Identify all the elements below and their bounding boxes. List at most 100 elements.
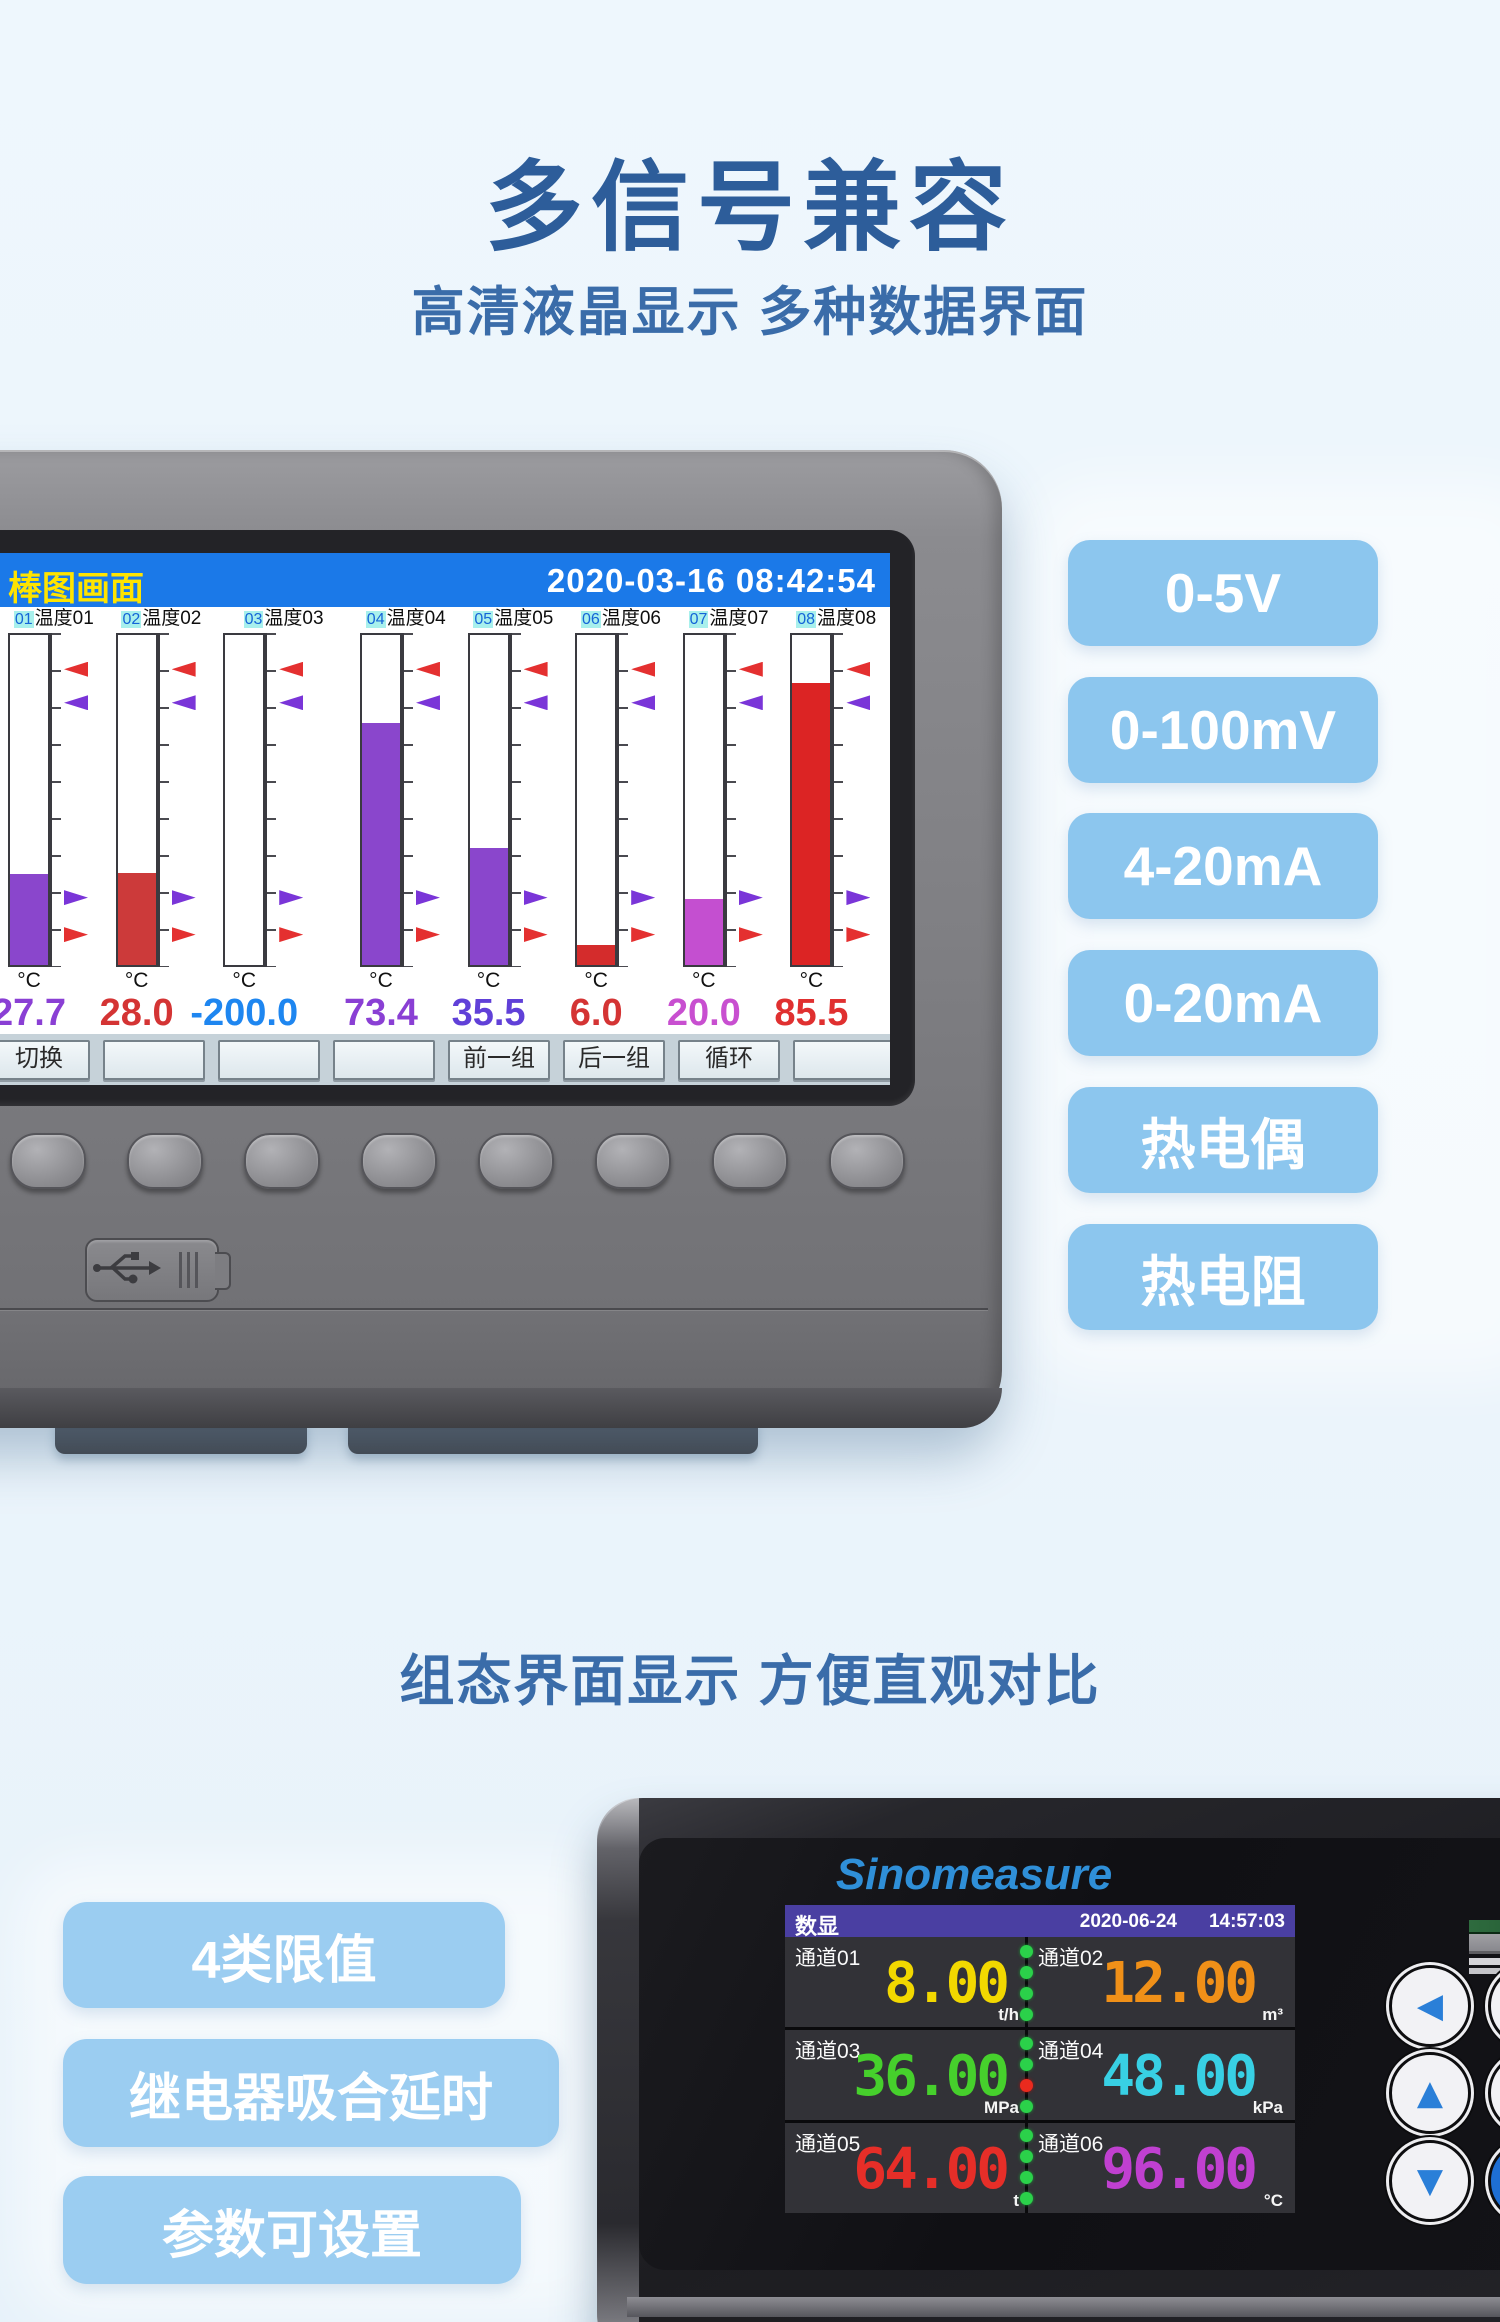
channel-grid: 通道01 8.00 t/h 通道02 12.00 m³ 通道03 36.00 M… bbox=[785, 1937, 1295, 2213]
softkey-blank[interactable] bbox=[103, 1040, 205, 1080]
panel-key[interactable] bbox=[595, 1133, 671, 1189]
signal-badge-4-20ma[interactable]: 4-20mA bbox=[1068, 813, 1378, 919]
softkey-blank[interactable] bbox=[218, 1040, 320, 1080]
alarm-marker-ll bbox=[64, 927, 88, 943]
channel-label: 05 温度05 bbox=[460, 607, 568, 633]
screen-title: 棒图画面 bbox=[8, 570, 144, 608]
alarm-marker-hh bbox=[171, 661, 196, 677]
channel-label: 08 温度08 bbox=[782, 607, 890, 633]
status-dot-green bbox=[1020, 2037, 1033, 2050]
softkey-prev-group[interactable]: 前一组 bbox=[448, 1040, 550, 1080]
sd-slot-strip bbox=[1469, 1968, 1500, 1974]
bar-gauge bbox=[0, 633, 108, 969]
channel-id-badge: 06 bbox=[581, 611, 601, 628]
channel-unit: m³ bbox=[1262, 2005, 1283, 2024]
alarm-marker-l bbox=[846, 890, 871, 906]
channel-name: 温度02 bbox=[142, 608, 202, 629]
tick-scale bbox=[50, 633, 61, 967]
softkey-next-group[interactable]: 后一组 bbox=[563, 1040, 665, 1080]
channel-name: 通道01 bbox=[795, 1947, 861, 1970]
key-left-arrow[interactable]: ◀ bbox=[1389, 1965, 1471, 2047]
key-record[interactable] bbox=[1488, 2052, 1500, 2134]
bar-channels: 01 温度01 °C 27.7 02 温度02 °C 28.0 03 温度03 °C … bbox=[0, 607, 890, 1034]
sd-slot-strip bbox=[1469, 1958, 1500, 1965]
alarm-marker-h bbox=[171, 695, 196, 711]
channel-id-badge: 07 bbox=[688, 611, 709, 628]
usb-port-cover[interactable] bbox=[85, 1238, 231, 1302]
alarm-marker-l bbox=[631, 890, 656, 906]
channel-value: 6.0 bbox=[569, 992, 623, 1034]
tick-scale bbox=[832, 633, 844, 967]
panel-key[interactable] bbox=[127, 1133, 203, 1189]
alarm-marker-h bbox=[631, 695, 656, 711]
channel-cell-02: 通道02 12.00 m³ bbox=[1028, 1937, 1295, 2027]
channel-name: 温度03 bbox=[264, 608, 324, 629]
channel-label: 03 温度03 bbox=[215, 607, 352, 633]
status-dot-green bbox=[1020, 2058, 1033, 2071]
channel-unit: t bbox=[1013, 2191, 1019, 2210]
down-arrow-icon: ▼ bbox=[1416, 2161, 1444, 2201]
screen-header: 数显 2020-06-24 14:57:03 bbox=[785, 1905, 1295, 1939]
signal-badge-0-5v[interactable]: 0-5V bbox=[1068, 540, 1378, 646]
status-dot-green bbox=[1020, 2192, 1033, 2205]
channel-unit: t/h bbox=[998, 2005, 1019, 2024]
status-dot-green bbox=[1020, 2171, 1033, 2184]
channel-name: 通道02 bbox=[1038, 1947, 1104, 1970]
feature-badge-parameters[interactable]: 参数可设置 bbox=[63, 2176, 521, 2284]
bar-gauge bbox=[460, 633, 568, 969]
channel-unit: °C bbox=[1263, 2191, 1283, 2210]
softkey-blank[interactable] bbox=[793, 1040, 890, 1080]
softkey-cycle[interactable]: 循环 bbox=[678, 1040, 780, 1080]
alarm-marker-ll bbox=[415, 927, 440, 943]
channel-name: 温度07 bbox=[709, 608, 769, 629]
alarm-marker-hh bbox=[631, 661, 656, 677]
feature-badge-limits[interactable]: 4类限值 bbox=[63, 1902, 505, 2008]
channel-id-badge: 05 bbox=[473, 611, 494, 628]
alarm-marker-hh bbox=[738, 661, 763, 677]
status-dot-green bbox=[1020, 1987, 1033, 2000]
alarm-marker-ll bbox=[738, 927, 763, 943]
channel-id-badge: 03 bbox=[243, 611, 264, 628]
alarm-marker-h bbox=[64, 695, 88, 711]
tick-scale bbox=[265, 633, 277, 967]
alarm-marker-ll bbox=[846, 927, 871, 943]
signal-badge-0-20ma[interactable]: 0-20mA bbox=[1068, 950, 1378, 1056]
key-up-arrow[interactable]: ▲ bbox=[1389, 2052, 1471, 2134]
softkey-blank[interactable] bbox=[333, 1040, 435, 1080]
channel-unit: °C bbox=[124, 969, 149, 992]
signal-badge-rtd[interactable]: 热电阻 bbox=[1068, 1224, 1378, 1330]
status-dot-green bbox=[1020, 1966, 1033, 1979]
alarm-marker-ll bbox=[171, 927, 196, 943]
channel-id-badge: 08 bbox=[796, 611, 817, 628]
channel-unit: °C bbox=[232, 969, 256, 992]
alarm-marker-h bbox=[523, 695, 548, 711]
panel-key[interactable] bbox=[478, 1133, 554, 1189]
alarm-marker-hh bbox=[415, 661, 440, 677]
sd-card-slot[interactable] bbox=[1469, 1920, 1500, 1974]
channel-unit: kPa bbox=[1252, 2098, 1283, 2117]
panel-key[interactable] bbox=[712, 1133, 788, 1189]
channel-value: -200.0 bbox=[190, 992, 299, 1034]
signal-badge-thermocouple[interactable]: 热电偶 bbox=[1068, 1087, 1378, 1193]
tick-scale bbox=[509, 633, 521, 967]
channel-name: 温度05 bbox=[494, 608, 554, 629]
panel-key[interactable] bbox=[10, 1133, 86, 1189]
panel-key[interactable] bbox=[829, 1133, 905, 1189]
panel-key[interactable] bbox=[361, 1133, 437, 1189]
bar-gauge bbox=[567, 633, 675, 969]
alarm-marker-hh bbox=[279, 661, 304, 677]
bar-gauge bbox=[215, 633, 352, 969]
key-down-arrow[interactable]: ▼ bbox=[1389, 2140, 1471, 2222]
channel-name: 温度06 bbox=[601, 608, 661, 629]
softkey-switch[interactable]: 切换 bbox=[0, 1040, 90, 1080]
feature-badge-relay-delay[interactable]: 继电器吸合延时 bbox=[63, 2039, 559, 2147]
case-bottom-edge bbox=[0, 1388, 1002, 1428]
key-ok[interactable]: OK bbox=[1488, 2140, 1500, 2222]
bar-channel-06: 06 温度06 °C 6.0 bbox=[567, 607, 675, 1034]
status-dot-green bbox=[1020, 2100, 1033, 2113]
front-panel: Sinomeasure 数显 2020-06-24 14:57:03 通道01 … bbox=[639, 1838, 1500, 2270]
key-right-arrow[interactable]: ▶ bbox=[1488, 1965, 1500, 2047]
panel-key[interactable] bbox=[244, 1133, 320, 1189]
signal-badge-0-100mv[interactable]: 0-100mV bbox=[1068, 677, 1378, 783]
alarm-marker-ll bbox=[523, 927, 548, 943]
